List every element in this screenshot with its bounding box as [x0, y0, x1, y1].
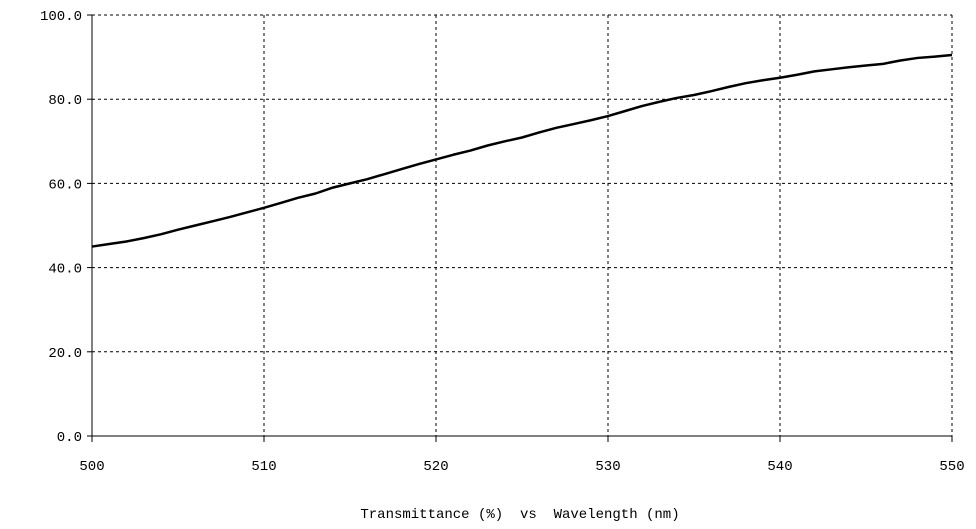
- data-line: [91, 53, 953, 248]
- x-tick-label: 520: [423, 459, 448, 475]
- y-tick-label: 0.0: [57, 430, 82, 446]
- x-axis-label: Transmittance (%) vs Wavelength (nm): [360, 507, 679, 523]
- x-tick-label: 540: [767, 459, 792, 475]
- y-tick-label: 80.0: [48, 93, 82, 109]
- x-tick-label: 500: [79, 459, 104, 475]
- x-tick-label: 510: [251, 459, 276, 475]
- y-tick-label: 40.0: [48, 262, 82, 278]
- y-tick-label: 60.0: [48, 177, 82, 193]
- x-tick-label: 530: [595, 459, 620, 475]
- x-tick-label: 550: [939, 459, 964, 475]
- y-tick-label: 100.0: [40, 9, 82, 25]
- y-tick-label: 20.0: [48, 346, 82, 362]
